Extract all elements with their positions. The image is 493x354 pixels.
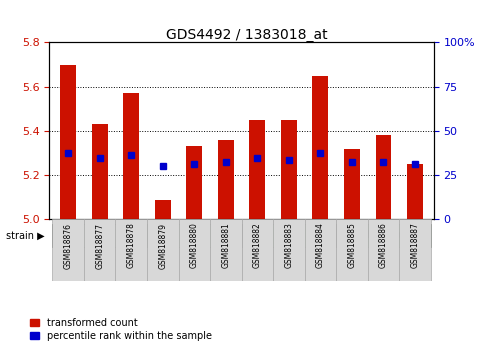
Text: GDS4492 / 1383018_at: GDS4492 / 1383018_at [166,28,327,42]
Bar [249,120,265,219]
Text: GSM818886: GSM818886 [379,223,388,268]
Bar [407,164,423,219]
Text: GSM818883: GSM818883 [284,223,293,268]
Text: GSM818877: GSM818877 [95,223,104,269]
FancyBboxPatch shape [52,224,147,246]
FancyBboxPatch shape [336,224,431,246]
Bar [155,200,171,219]
Text: GSM818885: GSM818885 [348,223,356,268]
Text: GSM818884: GSM818884 [316,223,325,268]
Text: PCK: PCK [90,230,109,240]
Text: GSM818882: GSM818882 [253,223,262,268]
Text: GSM818881: GSM818881 [221,223,230,268]
FancyBboxPatch shape [242,219,273,281]
Bar [281,120,297,219]
Bar [123,93,139,219]
FancyBboxPatch shape [84,219,115,281]
FancyBboxPatch shape [368,219,399,281]
FancyBboxPatch shape [273,219,305,281]
FancyBboxPatch shape [115,219,147,281]
Text: GSM818879: GSM818879 [158,223,167,269]
Bar [376,136,391,219]
FancyBboxPatch shape [147,224,242,246]
Bar [344,149,360,219]
FancyBboxPatch shape [399,219,431,281]
FancyBboxPatch shape [147,219,178,281]
Text: GSM818876: GSM818876 [64,223,72,269]
Legend: transformed count, percentile rank within the sample: transformed count, percentile rank withi… [30,318,212,341]
Text: GSM818880: GSM818880 [190,223,199,268]
FancyBboxPatch shape [178,219,210,281]
Bar [60,65,76,219]
Text: GSM818887: GSM818887 [411,223,420,268]
Text: strain ▶: strain ▶ [6,230,44,240]
Bar [92,124,107,219]
Bar [313,76,328,219]
Text: SD: SD [187,230,201,240]
FancyBboxPatch shape [242,224,336,246]
FancyBboxPatch shape [210,219,242,281]
FancyBboxPatch shape [336,219,368,281]
Bar [186,147,202,219]
Text: FHH: FHH [279,230,299,240]
FancyBboxPatch shape [52,219,84,281]
FancyBboxPatch shape [305,219,336,281]
Text: GSM818878: GSM818878 [127,223,136,268]
Bar [218,140,234,219]
Text: FHH.Pkhd1: FHH.Pkhd1 [357,230,410,240]
